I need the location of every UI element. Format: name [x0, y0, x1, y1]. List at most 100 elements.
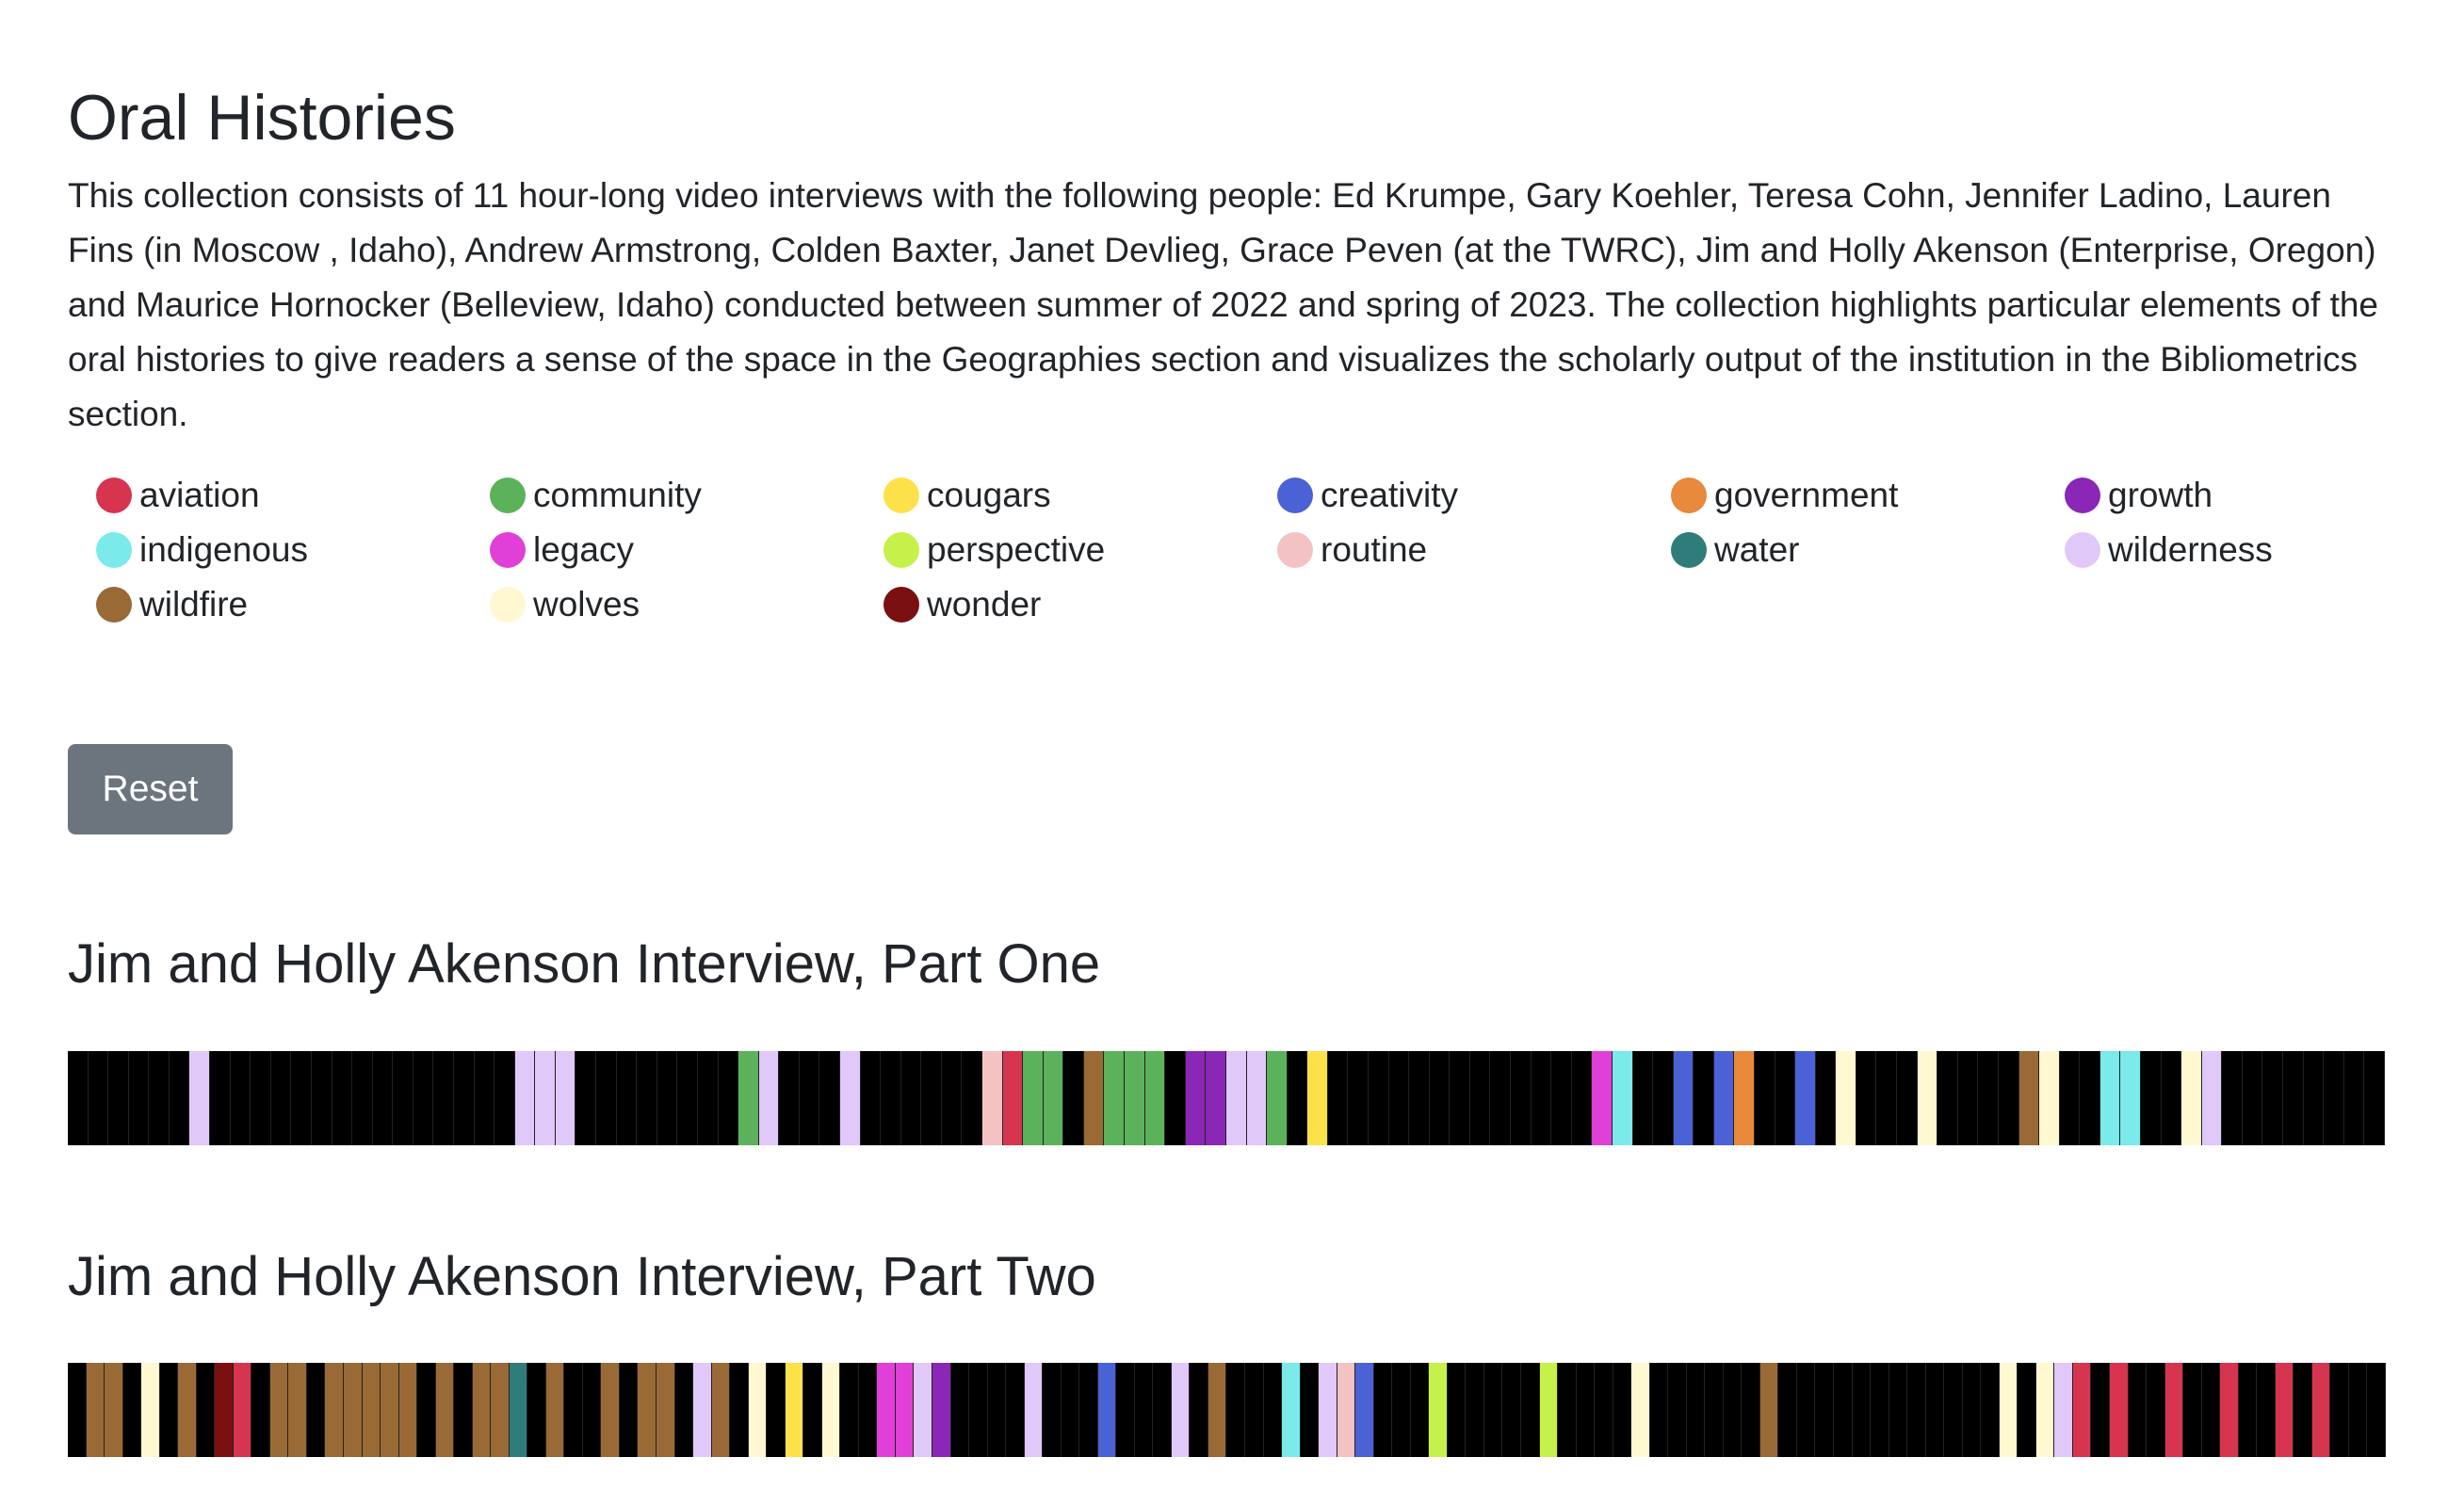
legend-item-wildfire[interactable]: wildfire — [96, 577, 490, 632]
timeline-segment[interactable] — [1834, 1363, 1853, 1457]
timeline-segment[interactable] — [2147, 1363, 2165, 1457]
timeline-segment-cougars[interactable] — [785, 1363, 804, 1457]
timeline-segment[interactable] — [433, 1051, 454, 1145]
timeline-segment[interactable] — [68, 1363, 87, 1457]
timeline-segment[interactable] — [2294, 1363, 2312, 1457]
timeline-segment[interactable] — [881, 1051, 901, 1145]
timeline-segment[interactable] — [2080, 1051, 2100, 1145]
timeline-segment[interactable] — [1369, 1051, 1389, 1145]
legend-item-wolves[interactable]: wolves — [490, 577, 883, 632]
timeline-segment[interactable] — [1613, 1363, 1632, 1457]
timeline-segment-legacy[interactable] — [895, 1363, 915, 1457]
timeline-segment[interactable] — [840, 1363, 859, 1457]
timeline-segment-legacy[interactable] — [1592, 1051, 1613, 1145]
timeline-segment[interactable] — [1742, 1363, 1760, 1457]
timeline-segment[interactable] — [858, 1363, 878, 1457]
legend-item-wilderness[interactable]: wilderness — [2065, 523, 2458, 577]
timeline-segment[interactable] — [196, 1363, 216, 1457]
timeline-segment-wildfire[interactable] — [711, 1363, 731, 1457]
timeline-segment-aviation[interactable] — [2109, 1363, 2129, 1457]
timeline-segment[interactable] — [2324, 1051, 2344, 1145]
timeline-segment[interactable] — [1450, 1051, 1470, 1145]
timeline-segment[interactable] — [1061, 1363, 1080, 1457]
timeline-segment[interactable] — [1511, 1051, 1532, 1145]
timeline-segment[interactable] — [1632, 1051, 1654, 1145]
timeline-segment[interactable] — [2091, 1363, 2110, 1457]
timeline-segment[interactable] — [2201, 1363, 2221, 1457]
timeline-segment[interactable] — [210, 1051, 231, 1145]
timeline-segment[interactable] — [311, 1051, 332, 1145]
timeline-segment[interactable] — [1907, 1363, 1926, 1457]
legend-item-indigenous[interactable]: indigenous — [96, 523, 490, 577]
timeline-segment[interactable] — [352, 1051, 373, 1145]
interview-timeline-part-two[interactable] — [68, 1363, 2386, 1457]
timeline-segment-wildfire[interactable] — [435, 1363, 455, 1457]
legend-item-perspective[interactable]: perspective — [883, 523, 1277, 577]
timeline-segment-aviation[interactable] — [2072, 1363, 2092, 1457]
reset-button[interactable]: Reset — [68, 744, 233, 834]
timeline-segment-creativity[interactable] — [1795, 1051, 1816, 1145]
timeline-segment[interactable] — [1957, 1051, 1979, 1145]
timeline-segment[interactable] — [1490, 1051, 1512, 1145]
timeline-segment[interactable] — [1653, 1051, 1674, 1145]
timeline-segment-wilderness[interactable] — [514, 1051, 536, 1145]
timeline-segment-wildfire[interactable] — [343, 1363, 363, 1457]
timeline-segment-indigenous[interactable] — [1612, 1051, 1633, 1145]
timeline-segment-water[interactable] — [509, 1363, 528, 1457]
timeline-segment-community[interactable] — [1267, 1051, 1288, 1145]
timeline-segment-wilderness[interactable] — [189, 1051, 211, 1145]
timeline-segment-wildfire[interactable] — [638, 1363, 657, 1457]
timeline-segment[interactable] — [1944, 1363, 1963, 1457]
timeline-segment[interactable] — [2161, 1051, 2182, 1145]
timeline-segment[interactable] — [2343, 1051, 2365, 1145]
timeline-segment[interactable] — [1226, 1363, 1245, 1457]
timeline-segment[interactable] — [1466, 1363, 1484, 1457]
timeline-segment-wilderness[interactable] — [555, 1051, 576, 1145]
timeline-segment[interactable] — [2262, 1051, 2284, 1145]
timeline-segment[interactable] — [1388, 1051, 1410, 1145]
timeline-segment-wolves[interactable] — [2181, 1051, 2202, 1145]
timeline-segment[interactable] — [1245, 1363, 1264, 1457]
timeline-segment[interactable] — [1876, 1051, 1898, 1145]
timeline-segment[interactable] — [1705, 1363, 1724, 1457]
timeline-segment[interactable] — [88, 1051, 109, 1145]
timeline-segment-wildfire[interactable] — [2018, 1051, 2040, 1145]
timeline-segment[interactable] — [1079, 1363, 1098, 1457]
timeline-segment[interactable] — [2128, 1363, 2148, 1457]
timeline-segment[interactable] — [527, 1363, 546, 1457]
timeline-segment[interactable] — [1300, 1363, 1320, 1457]
timeline-segment-wildfire[interactable] — [1208, 1363, 1227, 1457]
timeline-segment-wolves[interactable] — [2035, 1363, 2055, 1457]
timeline-segment[interactable] — [1373, 1363, 1393, 1457]
timeline-segment[interactable] — [159, 1363, 179, 1457]
timeline-segment[interactable] — [803, 1363, 822, 1457]
timeline-segment-wilderness[interactable] — [535, 1051, 556, 1145]
timeline-segment-wolves[interactable] — [1836, 1051, 1856, 1145]
timeline-segment[interactable] — [1925, 1363, 1945, 1457]
timeline-segment[interactable] — [251, 1051, 271, 1145]
timeline-segment[interactable] — [564, 1363, 583, 1457]
timeline-segment-wildfire[interactable] — [545, 1363, 565, 1457]
timeline-segment[interactable] — [575, 1051, 597, 1145]
timeline-segment-wildfire[interactable] — [325, 1363, 344, 1457]
timeline-segment-wildfire[interactable] — [657, 1363, 675, 1457]
timeline-segment[interactable] — [1686, 1363, 1706, 1457]
timeline-segment[interactable] — [657, 1051, 678, 1145]
timeline-segment[interactable] — [1287, 1051, 1308, 1145]
timeline-segment-wildfire[interactable] — [472, 1363, 492, 1457]
timeline-segment[interactable] — [950, 1363, 970, 1457]
timeline-segment[interactable] — [1937, 1051, 1958, 1145]
timeline-segment[interactable] — [1551, 1051, 1572, 1145]
timeline-segment-community[interactable] — [1125, 1051, 1145, 1145]
timeline-segment[interactable] — [767, 1363, 786, 1457]
timeline-segment[interactable] — [2018, 1363, 2036, 1457]
timeline-segment-wildfire[interactable] — [398, 1363, 418, 1457]
timeline-segment[interactable] — [2183, 1363, 2202, 1457]
timeline-segment[interactable] — [149, 1051, 170, 1145]
timeline-segment-wonder[interactable] — [215, 1363, 234, 1457]
timeline-segment[interactable] — [2283, 1051, 2304, 1145]
timeline-segment-wildfire[interactable] — [491, 1363, 510, 1457]
timeline-segment-wilderness[interactable] — [914, 1363, 932, 1457]
timeline-segment-community[interactable] — [1023, 1051, 1044, 1145]
timeline-segment[interactable] — [68, 1051, 89, 1145]
